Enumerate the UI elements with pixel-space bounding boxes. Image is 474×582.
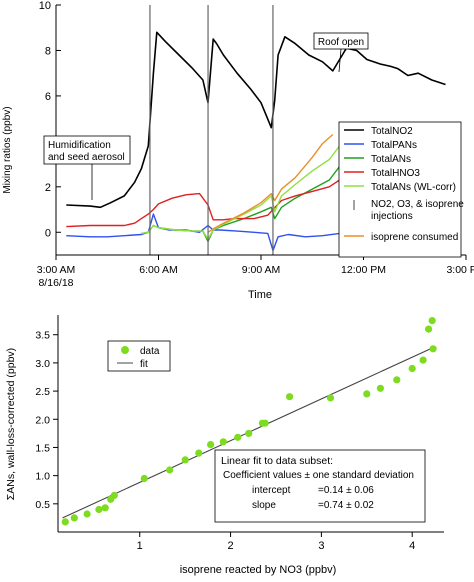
top-y-tick-label: 2 (45, 182, 51, 194)
data-point (286, 393, 294, 401)
bottom-x-tick-label: 3 (318, 540, 324, 552)
series-line-totalpans (66, 213, 351, 252)
top-y-tick-label: 8 (45, 45, 51, 57)
bottom-y-tick-label: 3.0 (35, 358, 50, 370)
bottom-legend: data fit (107, 340, 171, 372)
legend-label: TotalNO2 (371, 126, 413, 137)
top-x-ticks: 3:00 AM8/16/18 6:00 AM 9:00 AM 12:00 PM 3:00… (37, 255, 474, 289)
data-point (207, 441, 215, 449)
fit-slope-value: =0.74 ± 0.02 (318, 500, 374, 511)
data-point (425, 325, 433, 333)
top-x-tick-label: 3:00 AM (37, 264, 76, 276)
top-y-tick-label: 10 (39, 0, 51, 12)
fit-intercept-value: =0.14 ± 0.06 (318, 485, 374, 496)
series-line-totalno2 (66, 31, 446, 209)
bottom-x-axis-label: isoprene reacted by NO3 (ppbv) (180, 564, 337, 576)
bottom-y-tick-label: 1.0 (35, 471, 50, 483)
data-point (245, 429, 253, 437)
data-point (140, 474, 148, 483)
top-y-ticks: 0246810 (39, 0, 61, 239)
data-point (408, 364, 416, 373)
svg-text:Humidification: Humidification (48, 140, 111, 151)
data-point (95, 505, 103, 514)
series-line-totalans-wl-corr- (141, 145, 341, 240)
fit-slope-name: slope (252, 500, 276, 511)
fit-info-box: Linear fit to data subset: Coefficient v… (214, 449, 426, 523)
data-point (181, 456, 189, 464)
legend-label: TotalANs (WL-corr) (371, 182, 456, 193)
data-point (70, 514, 78, 522)
data-point (261, 419, 269, 427)
bottom-y-axis-label: ΣANs, wall-loss-corrected (ppbv) (5, 348, 17, 500)
legend-data-label: data (140, 346, 160, 357)
bottom-x-ticks: 1 2 3 4 (137, 532, 415, 552)
legend-injection-label-2: injections (371, 211, 413, 222)
legend-data-marker (121, 346, 129, 354)
top-y-axis-label: Mixing ratios (ppbv) (2, 106, 13, 193)
scatter-chart: 0.5 1.0 1.5 2.0 2.5 3.0 3.5 1 2 3 4 ΣANs, wall-lo… (5, 315, 444, 576)
data-point (166, 466, 174, 474)
data-point (326, 394, 335, 402)
data-point (429, 345, 437, 353)
bottom-y-tick-label: 0.5 (35, 499, 50, 511)
bottom-x-tick-label: 2 (228, 540, 234, 552)
top-x-tick-label: 9:00 AM (242, 264, 281, 276)
top-x-tick-label: 12:00 PM (341, 264, 386, 276)
data-point (234, 433, 242, 441)
data-point (428, 317, 436, 325)
data-point (393, 376, 401, 384)
data-point (363, 390, 371, 398)
fit-box-subtitle: Coefficient values ± one standard deviat… (223, 470, 414, 481)
legend-label: TotalPANs (371, 140, 417, 151)
legend-injection-label: NO2, O3, & isoprene (371, 199, 464, 210)
data-point (219, 438, 227, 446)
data-point (195, 449, 203, 457)
data-point (83, 510, 91, 518)
scatter-points (61, 317, 437, 526)
legend-label: isoprene consumed (371, 232, 458, 243)
bottom-y-tick-label: 2.0 (35, 414, 50, 426)
humidification-annotation: Humidification and seed aerosol (43, 135, 131, 200)
fit-box-title: Linear fit to data subset: (221, 455, 333, 467)
time-series-chart: 0246810 3:00 AM8/16/186:00 AM9:00 AM12:0… (2, 0, 474, 301)
top-x-tick-sublabel: 8/16/18 (38, 277, 73, 289)
svg-text:and seed aerosol: and seed aerosol (48, 152, 125, 163)
top-legend: TotalNO2 TotalPANs TotalANs TotalHNO3 TotalA… (338, 121, 464, 258)
bottom-x-tick-label: 1 (137, 540, 143, 552)
bottom-y-ticks: 0.5 1.0 1.5 2.0 2.5 3.0 3.5 (35, 330, 58, 511)
svg-text:Roof open: Roof open (318, 37, 364, 48)
top-x-axis-label: Time (248, 289, 272, 301)
data-point (61, 518, 69, 526)
bottom-y-tick-label: 2.5 (35, 386, 50, 398)
injection-markers (149, 5, 274, 255)
data-point (110, 491, 118, 499)
top-x-tick-label: 6:00 AM (139, 264, 178, 276)
series-line-totalhno3 (66, 179, 340, 228)
top-x-tick-label: 3:00 PM (446, 264, 474, 276)
data-point (376, 384, 384, 392)
legend-label: TotalHNO3 (371, 168, 420, 179)
series-line-isoprene-consumed (207, 133, 334, 233)
legend-label: TotalANs (371, 154, 411, 165)
bottom-y-tick-label: 1.5 (35, 442, 50, 454)
top-y-tick-label: 0 (45, 227, 51, 239)
bottom-y-tick-label: 3.5 (35, 330, 50, 342)
fit-intercept-name: intercept (252, 485, 291, 496)
data-point (101, 504, 109, 512)
top-y-tick-label: 6 (45, 91, 51, 103)
roof-open-annotation: Roof open (313, 32, 369, 73)
legend-fit-label: fit (140, 359, 148, 370)
data-point (419, 356, 427, 364)
bottom-x-tick-label: 4 (409, 540, 415, 552)
